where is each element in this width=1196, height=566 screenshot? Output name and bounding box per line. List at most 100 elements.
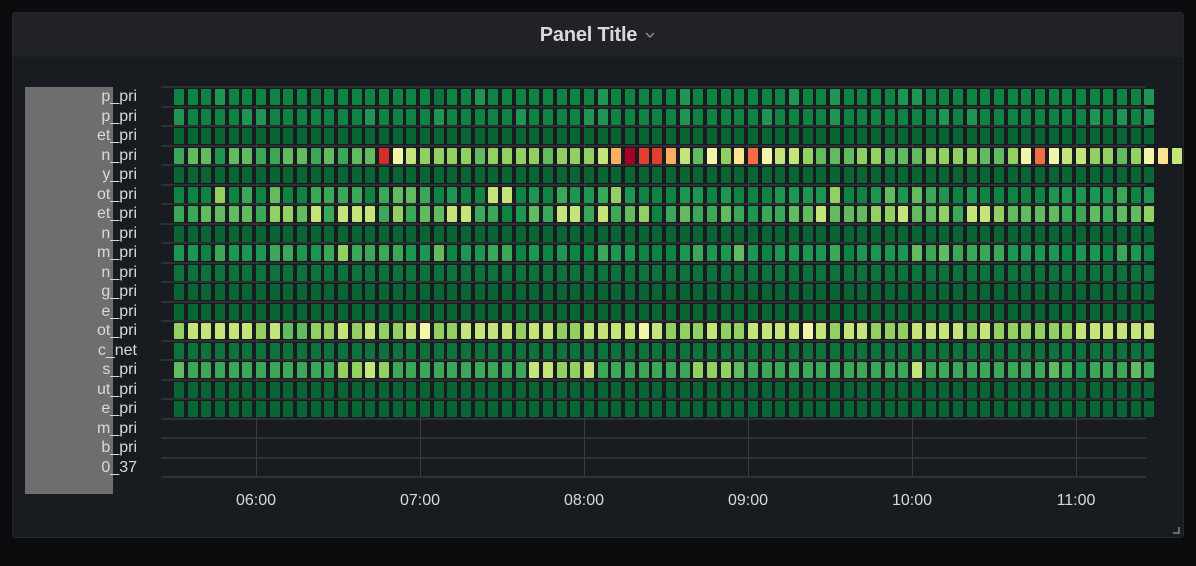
heatmap-cell[interactable] <box>679 128 690 144</box>
heatmap-cell[interactable] <box>474 128 485 144</box>
heatmap-cell[interactable] <box>898 108 909 125</box>
heatmap-cell[interactable] <box>556 167 567 183</box>
heatmap-cell[interactable] <box>611 264 622 281</box>
heatmap-cell[interactable] <box>570 89 581 105</box>
heatmap-cell[interactable] <box>529 108 540 125</box>
heatmap-cell[interactable] <box>734 264 745 281</box>
heatmap-cell[interactable] <box>1089 284 1100 300</box>
heatmap-cell[interactable] <box>338 147 348 164</box>
heatmap-cell[interactable] <box>310 362 321 378</box>
heatmap-cell[interactable] <box>1089 264 1100 281</box>
heatmap-cell[interactable] <box>269 284 280 300</box>
heatmap-cell[interactable] <box>720 401 731 417</box>
heatmap-cell[interactable] <box>1035 342 1045 359</box>
heatmap-cell[interactable] <box>310 342 321 359</box>
heatmap-cell[interactable] <box>816 128 827 144</box>
heatmap-cell[interactable] <box>365 401 376 417</box>
heatmap-cell[interactable] <box>1048 206 1059 222</box>
heatmap-cell[interactable] <box>379 206 389 222</box>
heatmap-cell[interactable] <box>748 323 758 339</box>
heatmap-cell[interactable] <box>816 401 827 417</box>
heatmap-cell[interactable] <box>297 381 307 398</box>
heatmap-cell[interactable] <box>584 108 594 125</box>
heatmap-cell[interactable] <box>857 362 868 378</box>
heatmap-cell[interactable] <box>365 206 376 222</box>
heatmap-cell[interactable] <box>1007 303 1018 320</box>
heatmap-cell[interactable] <box>652 362 663 378</box>
heatmap-cell[interactable] <box>679 362 690 378</box>
heatmap-cell[interactable] <box>174 284 184 300</box>
heatmap-cell[interactable] <box>1076 147 1086 164</box>
heatmap-cell[interactable] <box>283 128 294 144</box>
heatmap-cell[interactable] <box>843 128 854 144</box>
heatmap-cell[interactable] <box>707 342 717 359</box>
heatmap-cell[interactable] <box>652 147 663 164</box>
heatmap-cell[interactable] <box>843 323 854 339</box>
heatmap-cell[interactable] <box>1076 225 1086 242</box>
heatmap-cell[interactable] <box>953 381 963 398</box>
heatmap-cell[interactable] <box>570 342 581 359</box>
heatmap-cell[interactable] <box>461 225 471 242</box>
heatmap-cell[interactable] <box>980 323 991 339</box>
heatmap-cell[interactable] <box>597 401 608 417</box>
heatmap-cell[interactable] <box>174 167 184 183</box>
heatmap-cell[interactable] <box>584 381 594 398</box>
heatmap-cell[interactable] <box>324 128 335 144</box>
heatmap-cell[interactable] <box>242 342 253 359</box>
heatmap-cell[interactable] <box>980 128 991 144</box>
heatmap-cell[interactable] <box>269 401 280 417</box>
heatmap-cell[interactable] <box>447 362 458 378</box>
heatmap-cell[interactable] <box>297 167 307 183</box>
heatmap-cell[interactable] <box>543 342 553 359</box>
heatmap-cell[interactable] <box>1007 284 1018 300</box>
heatmap-cell[interactable] <box>242 381 253 398</box>
heatmap-cell[interactable] <box>556 342 567 359</box>
heatmap-cell[interactable] <box>611 284 622 300</box>
heatmap-cell[interactable] <box>488 284 499 300</box>
heatmap-cell[interactable] <box>187 89 198 105</box>
heatmap-cell[interactable] <box>638 225 649 242</box>
heatmap-cell[interactable] <box>1007 206 1018 222</box>
heatmap-cell[interactable] <box>871 284 881 300</box>
heatmap-cell[interactable] <box>283 362 294 378</box>
heatmap-cell[interactable] <box>1117 128 1127 144</box>
heatmap-cell[interactable] <box>830 381 840 398</box>
heatmap-cell[interactable] <box>420 342 430 359</box>
heatmap-cell[interactable] <box>1062 186 1073 203</box>
heatmap-cell[interactable] <box>871 225 881 242</box>
heatmap-cell[interactable] <box>939 284 950 300</box>
heatmap-cell[interactable] <box>761 206 772 222</box>
heatmap-cell[interactable] <box>515 303 526 320</box>
heatmap-cell[interactable] <box>283 245 294 261</box>
heatmap-cell[interactable] <box>488 108 499 125</box>
heatmap-cell[interactable] <box>256 284 266 300</box>
heatmap-cell[interactable] <box>953 303 963 320</box>
heatmap-cell[interactable] <box>488 147 499 164</box>
heatmap-cell[interactable] <box>215 264 225 281</box>
heatmap-cell[interactable] <box>502 128 512 144</box>
heatmap-cell[interactable] <box>392 128 403 144</box>
heatmap-cell[interactable] <box>734 89 745 105</box>
heatmap-cell[interactable] <box>994 206 1004 222</box>
heatmap-cell[interactable] <box>611 147 622 164</box>
heatmap-cell[interactable] <box>789 167 799 183</box>
heatmap-cell[interactable] <box>912 89 922 105</box>
heatmap-cell[interactable] <box>816 147 827 164</box>
heatmap-cell[interactable] <box>1007 401 1018 417</box>
heatmap-cell[interactable] <box>1130 284 1141 300</box>
heatmap-cell[interactable] <box>256 264 266 281</box>
heatmap-cell[interactable] <box>242 245 253 261</box>
heatmap-cell[interactable] <box>201 108 212 125</box>
heatmap-cell[interactable] <box>775 284 786 300</box>
heatmap-cell[interactable] <box>1130 381 1141 398</box>
heatmap-cell[interactable] <box>420 401 430 417</box>
heatmap-cell[interactable] <box>1144 323 1155 339</box>
heatmap-cell[interactable] <box>1062 245 1073 261</box>
heatmap-cell[interactable] <box>351 323 362 339</box>
heatmap-cell[interactable] <box>392 108 403 125</box>
heatmap-cell[interactable] <box>338 128 348 144</box>
heatmap-cell[interactable] <box>953 264 963 281</box>
heatmap-cell[interactable] <box>351 186 362 203</box>
heatmap-cell[interactable] <box>953 362 963 378</box>
heatmap-cell[interactable] <box>625 245 635 261</box>
